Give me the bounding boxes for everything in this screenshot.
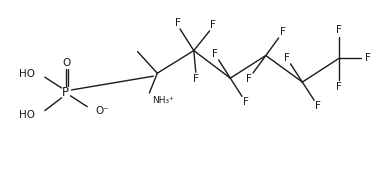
Text: F: F: [243, 97, 248, 107]
Text: F: F: [246, 74, 252, 84]
Text: F: F: [365, 53, 371, 63]
Text: P: P: [62, 86, 69, 99]
Text: O⁻: O⁻: [95, 106, 109, 116]
Text: HO: HO: [19, 110, 35, 120]
Text: F: F: [280, 28, 286, 38]
Text: F: F: [336, 25, 342, 35]
Text: O: O: [62, 58, 71, 68]
Text: NH₃⁺: NH₃⁺: [153, 96, 174, 105]
Text: F: F: [284, 53, 290, 63]
Text: F: F: [212, 49, 218, 59]
Text: HO: HO: [19, 69, 35, 79]
Text: F: F: [193, 74, 199, 84]
Text: F: F: [209, 20, 215, 30]
Text: F: F: [315, 101, 321, 111]
Text: F: F: [336, 82, 342, 92]
Text: F: F: [175, 18, 181, 28]
